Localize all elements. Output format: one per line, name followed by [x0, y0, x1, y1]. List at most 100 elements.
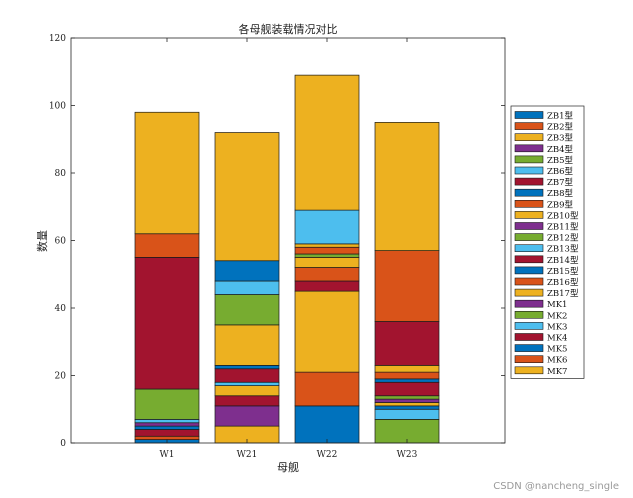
legend-swatch — [514, 244, 544, 252]
legend-entry-label: ZB7型 — [547, 178, 574, 188]
bar-segment — [294, 257, 360, 268]
legend-swatch — [514, 200, 544, 208]
bar-segment — [374, 250, 440, 322]
legend-entry-label: ZB8型 — [547, 189, 574, 199]
bar-segment — [214, 132, 280, 262]
bar-segment — [214, 294, 280, 326]
legend-entry-label: ZB6型 — [547, 167, 574, 177]
legend-swatch — [514, 211, 544, 219]
legend-swatch — [514, 188, 544, 197]
y-tick-label: 100 — [49, 102, 66, 112]
legend-entry-label: ZB11型 — [547, 223, 579, 233]
legend-entry-label: ZB5型 — [547, 156, 574, 166]
bar-segment — [134, 233, 200, 258]
legend-entry-label: ZB16型 — [547, 278, 579, 288]
bar-segment — [374, 371, 440, 380]
bar-segment — [134, 111, 200, 235]
bar-segment — [294, 405, 360, 444]
legend-entry-label: ZB13型 — [547, 245, 579, 255]
bar-segment — [374, 398, 440, 403]
legend-swatch — [514, 299, 544, 308]
bar-segment — [214, 395, 280, 407]
legend-swatch — [514, 233, 544, 241]
legend-entry-label: MK2 — [547, 311, 567, 321]
bar-segment — [214, 385, 280, 397]
legend-swatch — [514, 310, 544, 319]
legend-entry-label: ZB17型 — [547, 289, 579, 299]
legend-swatch — [514, 277, 544, 286]
bar-segment — [374, 395, 440, 400]
bar-segment — [214, 368, 280, 383]
bar-segment — [134, 257, 200, 390]
bar-segment — [294, 74, 360, 211]
bar-segment — [374, 365, 440, 373]
watermark: CSDN @nancheng_single — [493, 481, 619, 492]
legend-swatch — [514, 344, 544, 352]
legend-swatch — [514, 122, 544, 130]
legend-swatch — [514, 255, 544, 264]
y-tick-label: 60 — [55, 237, 67, 247]
bar-segment — [374, 378, 440, 383]
legend-entry-label: ZB14型 — [547, 256, 579, 266]
bar-segment — [134, 419, 200, 424]
bar-segment — [374, 381, 440, 397]
bar-segment — [134, 388, 200, 420]
legend-swatch — [514, 133, 544, 141]
y-tick-label: 120 — [49, 34, 66, 44]
legend-swatch — [514, 222, 544, 230]
y-tick-label: 0 — [60, 439, 66, 449]
bars-layer — [134, 74, 440, 444]
legend-entry-label: MK7 — [547, 367, 567, 377]
y-tick-label: 40 — [55, 304, 67, 314]
bar-segment — [134, 429, 200, 437]
legend-entry-label: MK4 — [547, 334, 567, 344]
bar-segment — [374, 122, 440, 251]
bar-segment — [214, 260, 280, 282]
legend-swatch — [514, 266, 544, 275]
bar-segment — [294, 371, 360, 407]
legend-swatch — [514, 144, 544, 153]
bar-segment — [214, 365, 280, 370]
bar-segment — [214, 405, 280, 427]
legend-swatch — [514, 366, 544, 375]
bar-segment — [374, 321, 440, 366]
legend-entry-label: MK5 — [547, 345, 567, 355]
legend-swatch — [514, 355, 544, 364]
bar-segment — [294, 209, 360, 245]
legend-swatch — [514, 333, 544, 341]
bar-segment — [374, 408, 440, 420]
x-tick-label: W21 — [237, 450, 258, 460]
legend-entry-label: MK6 — [547, 356, 567, 366]
legend-entry-label: ZB9型 — [547, 200, 574, 210]
y-tick-label: 20 — [55, 372, 67, 382]
x-axis-label: 母舰 — [277, 460, 299, 474]
x-tick-label: W22 — [317, 450, 338, 460]
x-tick-label: W1 — [160, 450, 175, 460]
bar-segment — [134, 425, 200, 430]
bar-segment — [294, 243, 360, 248]
legend-swatch — [514, 177, 544, 186]
legend-swatch — [514, 166, 544, 175]
chart-title: 各母舰装载情况对比 — [239, 22, 338, 36]
bar-segment — [214, 324, 280, 366]
bar-segment — [294, 280, 360, 292]
x-axis: W1 W21 W22 W23 — [160, 38, 418, 460]
y-tick-label: 80 — [55, 169, 67, 179]
bar-segment — [294, 253, 360, 258]
legend-entry-label: ZB3型 — [547, 134, 574, 144]
legend-swatch — [514, 111, 544, 119]
legend-entry-label: ZB12型 — [547, 234, 579, 244]
bar-segment — [374, 402, 440, 407]
legend-swatch — [514, 288, 544, 297]
legend: ZB1型ZB2型ZB3型ZB4型ZB5型ZB6型ZB7型ZB8型ZB9型ZB10… — [510, 105, 585, 379]
legend-swatch — [514, 155, 544, 164]
bar-segment — [294, 267, 360, 282]
y-axis-label: 数量 — [36, 230, 49, 252]
x-tick-label: W23 — [397, 450, 418, 460]
legend-entry-label: MK1 — [547, 300, 567, 310]
legend-swatch — [514, 322, 544, 330]
bar-segment — [214, 280, 280, 295]
legend-entry-label: MK3 — [547, 322, 567, 332]
legend-entry-label: ZB15型 — [547, 267, 579, 277]
